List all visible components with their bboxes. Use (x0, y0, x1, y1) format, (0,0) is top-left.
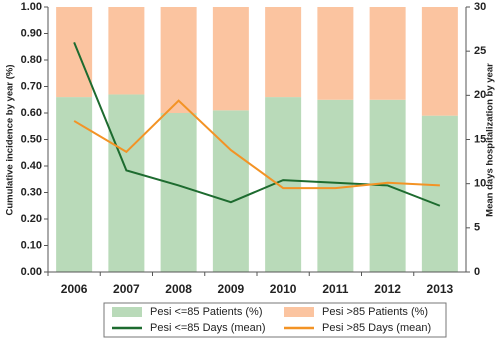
y-tick-label: 0.70 (21, 80, 42, 92)
bar (421, 7, 458, 116)
bar (160, 7, 197, 113)
legend-box (103, 302, 447, 338)
line (73, 41, 441, 207)
y2-tick-label: 15 (474, 133, 486, 145)
x-tick-label: 2013 (427, 282, 454, 296)
bar (212, 7, 249, 111)
y-tick-label: 0.80 (21, 54, 42, 66)
legend-label: Pesi <=85 Days (mean) (150, 322, 266, 334)
x-tick-label: 2011 (322, 282, 348, 296)
bar (317, 7, 354, 100)
y2-tick-label: 10 (474, 178, 486, 190)
legend-label: Pesi >85 Patients (%) (322, 306, 428, 318)
bar (421, 115, 458, 273)
legend-label: Pesi <=85 Patients (%) (150, 306, 263, 318)
bar (160, 113, 197, 272)
x-tick-label: 2007 (113, 282, 140, 296)
y-tick-label: 0.60 (21, 107, 42, 119)
line (73, 99, 440, 190)
y-tick-label: 0.30 (21, 186, 42, 198)
y2-tick-label: 25 (474, 45, 486, 57)
bar (108, 94, 145, 272)
y-tick-label: 1.00 (21, 1, 42, 13)
bar (265, 7, 302, 98)
legend-label: Pesi >85 Days (mean) (322, 322, 431, 334)
y-axis-title: Cumulative incidence by year (%) (5, 65, 16, 216)
bar (212, 110, 249, 272)
y-tick-label: 0.20 (21, 213, 42, 225)
y-tick-label: 0.40 (21, 160, 42, 172)
y-tick-label: 0.90 (21, 27, 42, 39)
x-tick-label: 2006 (61, 282, 88, 296)
y2-tick-label: 20 (474, 89, 486, 101)
y2-tick-label: 30 (474, 1, 486, 13)
bar (108, 7, 145, 95)
x-tick-label: 2009 (218, 282, 245, 296)
x-tick-label: 2012 (374, 282, 401, 296)
y2-tick-label: 5 (474, 222, 480, 234)
y2-axis-title: Mean days hospitalization by year (485, 63, 496, 217)
y2-tick-label: 0 (474, 266, 480, 278)
bar (56, 97, 93, 272)
bar (56, 7, 93, 98)
bar (369, 7, 406, 100)
y-tick-label: 0.00 (21, 266, 42, 278)
legend-swatch (112, 307, 142, 317)
legend-swatch (284, 307, 314, 317)
x-tick-label: 2008 (165, 282, 192, 296)
y-tick-label: 0.10 (21, 239, 42, 251)
y-tick-label: 0.50 (21, 133, 42, 145)
x-tick-label: 2010 (270, 282, 297, 296)
